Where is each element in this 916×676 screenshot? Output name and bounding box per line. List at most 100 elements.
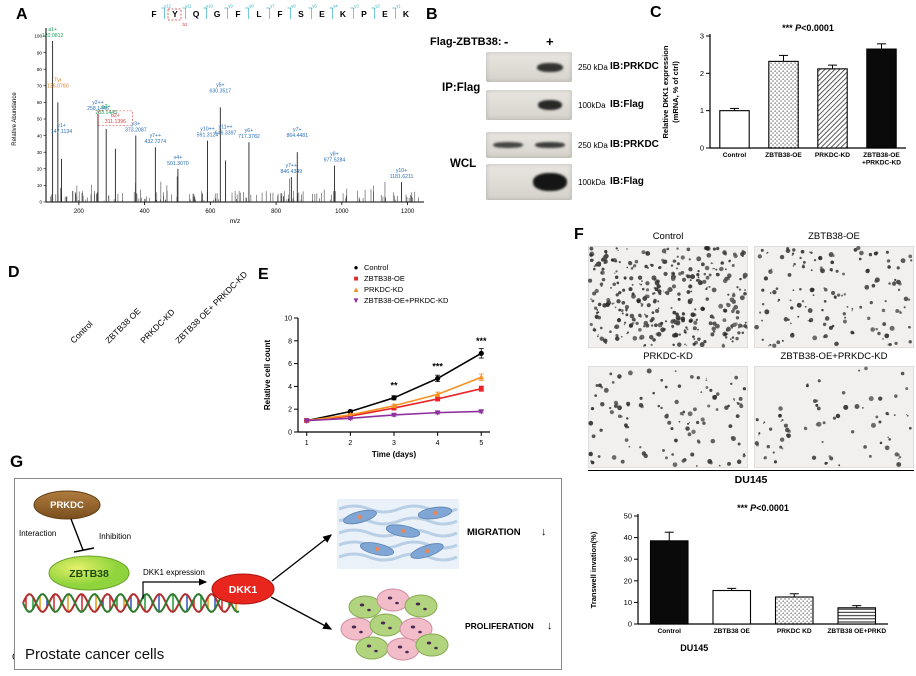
svg-text:PROLIFERATION: PROLIFERATION	[465, 621, 534, 631]
bar	[817, 68, 848, 149]
legend-marker-icon: ■	[353, 274, 359, 283]
legend-marker-icon: ●	[353, 263, 359, 272]
svg-text:E: E	[382, 9, 388, 19]
flag-zbtb38-header: Flag-ZBTB38:	[430, 36, 502, 48]
svg-text:Q: Q	[193, 9, 200, 19]
svg-text:↓: ↓	[541, 526, 547, 538]
svg-text:40: 40	[624, 533, 632, 542]
mechanism-diagram: PRKDC Interaction Inhibition ZBTB38 DKK1 exp…	[19, 490, 553, 663]
svg-text:100: 100	[34, 34, 42, 39]
dkk1-node	[211, 573, 275, 605]
svg-text:2: 2	[700, 69, 704, 78]
svg-text:0: 0	[628, 620, 632, 629]
svg-text:b2+: b2+	[111, 113, 120, 119]
svg-text:717.3782: 717.3782	[238, 134, 260, 140]
svg-text:1200: 1200	[401, 209, 415, 215]
legend-item: ■ ZBTB38-OE	[350, 273, 448, 284]
svg-text:800: 800	[271, 209, 282, 215]
lane-minus-label: -	[504, 34, 509, 49]
svg-text:90: 90	[37, 50, 43, 55]
svg-text:***: ***	[476, 336, 487, 346]
svg-text:1: 1	[700, 106, 704, 115]
svg-text:591.3124: 591.3124	[197, 133, 219, 139]
svg-text:864.4481: 864.4481	[286, 133, 308, 139]
protein-band	[533, 173, 567, 191]
micrograph-title: ZBTB38-OE+PRKDC-KD	[780, 351, 888, 362]
transwell-bar-chart: 0 10 20 30 40 50 Control ZBTB38 OE PRKDC KD ZBTB3…	[589, 503, 888, 653]
svg-text:y7+: y7+	[293, 127, 302, 133]
svg-text:y10: y10	[206, 4, 213, 9]
svg-text:P: P	[361, 9, 367, 19]
dna-helix	[22, 593, 240, 613]
svg-text:PRKDC: PRKDC	[50, 500, 84, 511]
ib-label: IB:Flag	[610, 99, 644, 110]
svg-text:y7++: y7++	[286, 163, 298, 169]
zbtb38-node	[48, 555, 130, 591]
svg-text:80: 80	[37, 67, 43, 72]
svg-text:Transwell invation(%): Transwell invation(%)	[589, 531, 598, 608]
svg-text:Y: Y	[172, 9, 178, 19]
svg-text:70: 70	[37, 84, 43, 89]
cell-line-label: DU145	[734, 474, 768, 486]
svg-text:y7: y7	[270, 4, 275, 9]
size-marker: 100kDa	[578, 178, 606, 187]
microscopy-image	[754, 366, 914, 468]
lane-label: ZBTB38 OE	[102, 305, 143, 346]
svg-text:(mRNA, % of ctrl): (mRNA, % of ctrl)	[671, 61, 680, 123]
lane-label: ZBTB38 OE+ PRKDC-KD	[172, 269, 249, 346]
svg-text:ZBTB38 OE: ZBTB38 OE	[714, 628, 751, 635]
svg-text:373.2087: 373.2087	[125, 128, 147, 134]
svg-text:y7++: y7++	[150, 133, 162, 139]
svg-text:20: 20	[37, 167, 43, 172]
bar	[774, 596, 814, 625]
svg-text:PRKDC KD: PRKDC KD	[777, 628, 812, 635]
proliferation-arrow	[270, 596, 333, 630]
svg-text:y11++: y11++	[219, 125, 233, 131]
bar	[768, 60, 799, 149]
svg-text:501.3070: 501.3070	[167, 161, 189, 167]
panel-c: C 0 1 2 3 Control ZBTB38-OE PRKDC-KD ZBTB38-OE +…	[650, 2, 914, 198]
significance-annotation: *** P<0.0001	[737, 503, 789, 513]
svg-text:+PRKDC-KD: +PRKDC-KD	[862, 160, 901, 167]
svg-text:y10++: y10++	[200, 127, 214, 133]
svg-text:Relative cell count: Relative cell count	[263, 340, 272, 411]
svg-text:K: K	[403, 9, 410, 19]
cell	[348, 595, 382, 619]
svg-text:m/z: m/z	[230, 218, 240, 225]
svg-text:Control: Control	[658, 628, 682, 635]
migration-arrow	[271, 534, 333, 582]
svg-text:y5+: y5+	[216, 82, 225, 88]
svg-text:PRKDC-KD: PRKDC-KD	[815, 152, 850, 159]
growth-curve-legend: ● Control ■ ZBTB38-OE ▲ PRKDC-KD ▼ ZBTB38-OE+PR…	[350, 262, 448, 306]
svg-text:4: 4	[436, 440, 440, 447]
size-marker: 250 kDa	[578, 63, 608, 72]
svg-text:120.0812: 120.0812	[42, 33, 64, 39]
svg-text:10: 10	[37, 183, 43, 188]
svg-text:MIGRATION: MIGRATION	[467, 527, 521, 538]
svg-text:4: 4	[288, 384, 292, 391]
svg-text:200: 200	[74, 209, 85, 215]
lane-plus-label: +	[546, 34, 554, 49]
svg-text:Relative DKK1 expression: Relative DKK1 expression	[661, 45, 670, 138]
legend-label: ZBTB38-OE	[364, 274, 405, 283]
cell	[355, 636, 389, 660]
ip-flag-label: IP:Flag	[442, 82, 481, 94]
svg-text:F: F	[277, 9, 282, 19]
svg-text:K: K	[340, 9, 347, 19]
svg-text:ZBTB38-OE: ZBTB38-OE	[863, 152, 900, 159]
svg-text:136.0760: 136.0760	[47, 83, 69, 89]
svg-text:283.1445: 283.1445	[95, 110, 117, 116]
svg-text:↓: ↓	[547, 620, 553, 632]
svg-text:y3: y3	[354, 4, 359, 9]
western-blot-strip	[486, 164, 572, 200]
svg-text:Control: Control	[723, 152, 747, 159]
svg-text:Interaction: Interaction	[19, 529, 56, 538]
panel-b: B Flag-ZBTB38: - + IP:Flag WCL 250 kDa IB…	[426, 2, 659, 246]
svg-text:1181.6211: 1181.6211	[390, 174, 414, 180]
svg-text:ZBTB38: ZBTB38	[69, 568, 109, 580]
dna-helix	[22, 593, 240, 613]
svg-text:L: L	[256, 9, 261, 19]
western-blot-strip	[486, 132, 572, 158]
microscopy-image	[754, 246, 914, 348]
